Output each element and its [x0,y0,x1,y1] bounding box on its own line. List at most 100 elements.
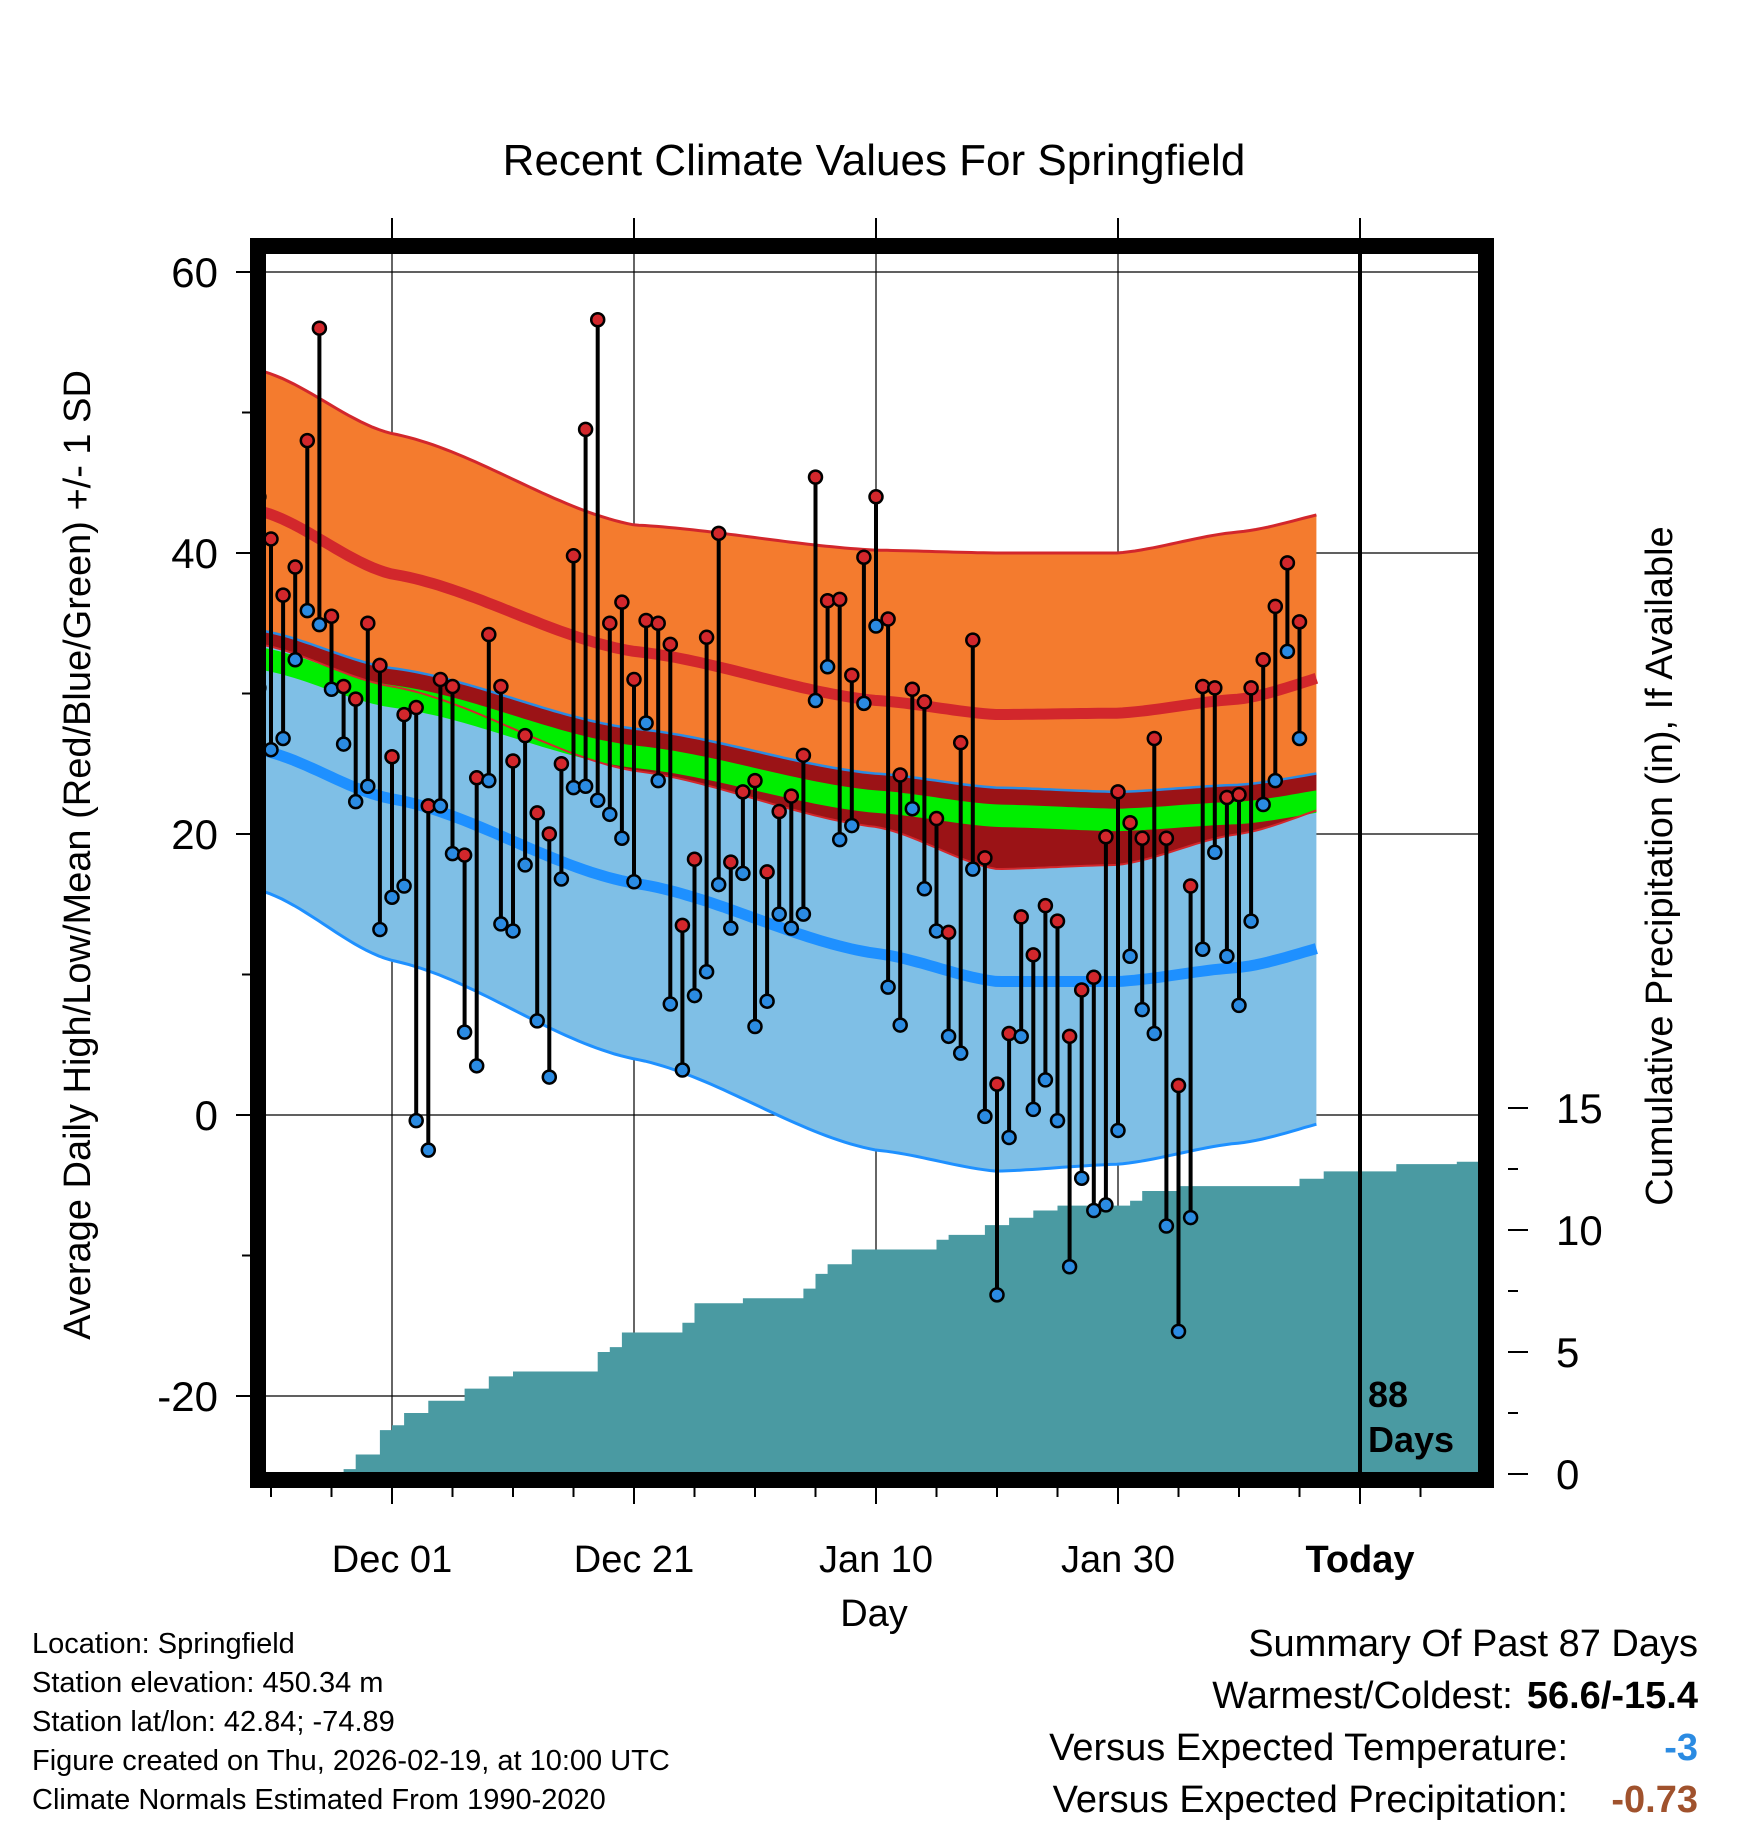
daily-low-point [1291,730,1308,747]
daily-low-point [311,616,328,633]
precip-value: -0.73 [1611,1779,1698,1821]
daily-high-point [1207,680,1223,696]
daily-high-point [856,549,872,565]
y-tick-label: 20 [171,811,218,858]
x-tick-label: Dec 21 [574,1539,694,1581]
daily-high-point [844,667,860,683]
daily-low-point [1110,1122,1126,1139]
daily-high-point [1231,786,1247,803]
y2-tick-label: 0 [1556,1451,1579,1498]
daily-low-point [626,874,642,890]
created-text: Figure created on Thu, 2026-02-19, at 10… [32,1745,670,1777]
daily-high-point [868,489,884,505]
daily-high-point [686,851,703,868]
summary-panel: Summary Of Past 87 Days Warmest/Coldest:… [798,1618,1698,1826]
daily-high-point [650,615,666,631]
daily-high-point [347,691,364,707]
daily-high-point [807,469,824,485]
daily-low-point [662,996,679,1012]
daily-low-point [735,865,751,882]
daily-high-point [263,531,279,547]
daily-low-point [493,916,509,932]
daily-high-point [1037,897,1054,914]
y2-axis-label: Cumulative Precipitation (in), If Availa… [1639,526,1681,1205]
daily-low-point [989,1287,1005,1303]
daily-low-point [856,695,872,712]
daily-high-point [1122,815,1138,831]
daily-high-point [1025,947,1042,963]
daily-low-point [1207,844,1223,861]
daily-low-point [602,806,618,823]
warmest-value: 56.6/-15.4 [1526,1675,1698,1717]
y-tick-label: 40 [171,530,218,577]
daily-low-point [759,993,775,1009]
daily-high-point [1013,909,1029,925]
daily-high-point [674,917,691,934]
daily-low-point [396,878,412,894]
daily-low-point [1025,1101,1042,1118]
daily-high-point [493,678,509,695]
y-axis-label: Average Daily High/Low/Mean (Red/Blue/Gr… [57,370,99,1340]
daily-low-point [1086,1202,1102,1219]
temp-label: Versus Expected Temperature: [1049,1727,1568,1769]
daily-low-point [553,871,570,887]
daily-low-point [1231,997,1247,1014]
daily-low-point [372,921,388,938]
station-info: Location: Springfield Station elevation:… [32,1625,670,1820]
daily-low-point [916,881,933,897]
daily-high-point [275,587,291,603]
y-tick-label: 60 [171,249,218,296]
daily-high-point [1158,830,1175,846]
daily-high-point [311,320,328,336]
latlon-text: Station lat/lon: 42.84; -74.89 [32,1706,395,1738]
daily-low-point [481,772,497,789]
daily-high-point [602,615,618,631]
daily-low-point [1219,948,1235,964]
daily-low-point [1279,643,1296,660]
daily-high-point [1049,913,1066,929]
daily-high-point [456,847,473,863]
daily-high-point [299,432,316,449]
daily-low-point [1061,1258,1078,1275]
daily-low-point [1170,1323,1187,1340]
daily-low-point [880,979,896,995]
daily-low-point [1122,948,1138,964]
y2-tick-label: 5 [1556,1329,1579,1376]
daily-low-point [807,692,824,709]
daily-high-point [977,850,993,866]
daily-low-point [650,772,666,789]
high-mean-line [262,506,1319,720]
daily-high-point [541,826,558,842]
high-upper-line [263,370,1317,555]
daily-high-point [1267,598,1284,615]
plot-frame [250,238,1494,1488]
daily-high-point [517,727,533,744]
daily-high-point [1279,555,1296,571]
daily-high-point [614,594,630,610]
daily-low-point [904,800,921,817]
daily-high-point [771,803,787,820]
daily-low-point [1013,1028,1029,1045]
daily-low-point [1001,1129,1017,1146]
daily-low-point [1134,1001,1150,1018]
daily-low-point [965,861,981,877]
daily-low-point [686,987,703,1004]
daily-high-point [904,681,921,698]
daily-high-point [662,636,679,653]
y2-tick-label: 15 [1556,1085,1603,1132]
x-tick-label: Jan 10 [819,1539,933,1581]
daily-low-point [940,1028,957,1045]
chart-title: Recent Climate Values For Springfield [503,136,1246,185]
x-tick-label: Dec 01 [332,1539,452,1581]
daily-high-point [577,421,594,438]
daily-high-point [747,772,763,789]
daily-low-point [747,1018,763,1035]
daily-low-point [432,798,449,814]
daily-low-point [275,730,291,747]
daily-high-point [481,626,497,643]
daily-low-point [1037,1072,1054,1088]
y-tick-label: -20 [157,1373,218,1420]
daily-high-point [952,734,969,751]
daily-low-point [347,793,364,810]
daily-low-point [783,920,800,936]
